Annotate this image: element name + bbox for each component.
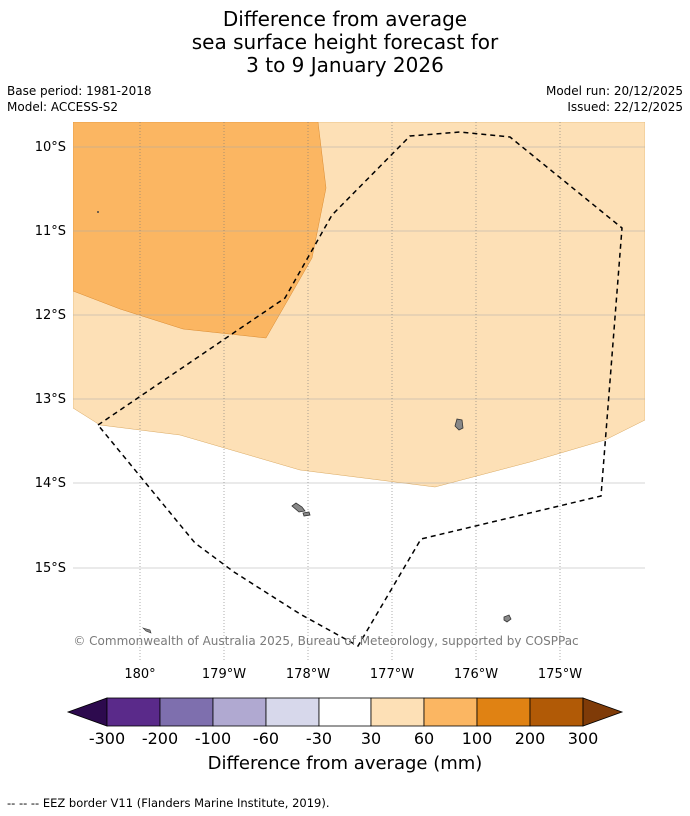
colorbar xyxy=(66,697,624,727)
colorbar-segment xyxy=(159,697,214,727)
islands xyxy=(97,211,512,634)
eez-border xyxy=(96,131,623,648)
colorbar-segment xyxy=(529,697,584,727)
colorbar-segment xyxy=(423,697,478,727)
island-alofi xyxy=(302,511,311,517)
island-reef-small xyxy=(141,627,152,634)
lon-label: 180° xyxy=(124,667,155,682)
colorbar-segment xyxy=(265,697,320,727)
meta-left: Base period: 1981-2018 Model: ACCESS-S2 xyxy=(7,83,152,115)
colorbar-tick-label: -30 xyxy=(305,729,333,748)
colorbar-segment xyxy=(106,697,161,727)
colorbar-tick-label: -100 xyxy=(194,729,232,748)
lon-label: 176°W xyxy=(454,667,498,682)
colorbar-tick-label: 30 xyxy=(360,729,382,748)
colorbar-extend-low xyxy=(66,697,108,727)
chart-title: Difference from average sea surface heig… xyxy=(0,8,690,77)
model-name: Model: ACCESS-S2 xyxy=(7,100,119,114)
title-line-3: 3 to 9 January 2026 xyxy=(246,53,444,77)
lat-label: 12°S xyxy=(35,308,66,323)
colorbar-tick-label: -60 xyxy=(252,729,280,748)
colorbar-segment xyxy=(370,697,425,727)
lon-label: 175°W xyxy=(538,667,582,682)
colorbar-segment xyxy=(318,697,372,727)
colorbar-tick-label: -300 xyxy=(88,729,126,748)
colorbar-title: Difference from average (mm) xyxy=(207,753,483,774)
lon-label: 178°W xyxy=(286,667,330,682)
lon-label: 179°W xyxy=(202,667,246,682)
issued-date: Issued: 22/12/2025 xyxy=(567,100,683,114)
map-area: © Commonwealth of Australia 2025, Bureau… xyxy=(73,122,645,660)
lat-label: 11°S xyxy=(35,224,66,239)
colorbar-extend-high xyxy=(582,697,624,727)
gridlines xyxy=(73,122,645,660)
anomaly-region-60-100 xyxy=(73,122,327,339)
colorbar-tick-label: -200 xyxy=(141,729,179,748)
title-line-2: sea surface height forecast for xyxy=(191,30,499,54)
lon-label: 177°W xyxy=(370,667,414,682)
colorbar-segment xyxy=(476,697,531,727)
title-line-1: Difference from average xyxy=(222,7,468,31)
longitude-labels: 180° 179°W 178°W 177°W 176°W 175°W xyxy=(124,667,582,682)
colorbar-tick-label: 100 xyxy=(461,729,493,748)
colorbar-tick-label: 60 xyxy=(413,729,435,748)
colorbar-segment xyxy=(212,697,267,727)
lat-label: 15°S xyxy=(35,561,66,576)
lat-label: 14°S xyxy=(35,476,66,491)
copyright-text: © Commonwealth of Australia 2025, Bureau… xyxy=(73,634,578,648)
latitude-labels: 10°S 11°S 12°S 13°S 14°S 15°S xyxy=(35,140,66,576)
model-run: Model run: 20/12/2025 xyxy=(545,84,683,98)
island-wallis xyxy=(454,418,464,431)
island-futuna xyxy=(291,502,306,513)
base-period: Base period: 1981-2018 xyxy=(7,84,152,98)
lat-label: 13°S xyxy=(35,392,66,407)
colorbar-tick-label: 300 xyxy=(567,729,599,748)
eez-legend-footer: -- -- -- EEZ border V11 (Flanders Marine… xyxy=(7,796,330,810)
colorbar-tick-label: 200 xyxy=(514,729,546,748)
lat-label: 10°S xyxy=(35,140,66,155)
meta-right: Model run: 20/12/2025 Issued: 22/12/2025 xyxy=(546,83,683,115)
island-dot xyxy=(97,211,99,213)
island-niuafoou xyxy=(503,614,512,623)
